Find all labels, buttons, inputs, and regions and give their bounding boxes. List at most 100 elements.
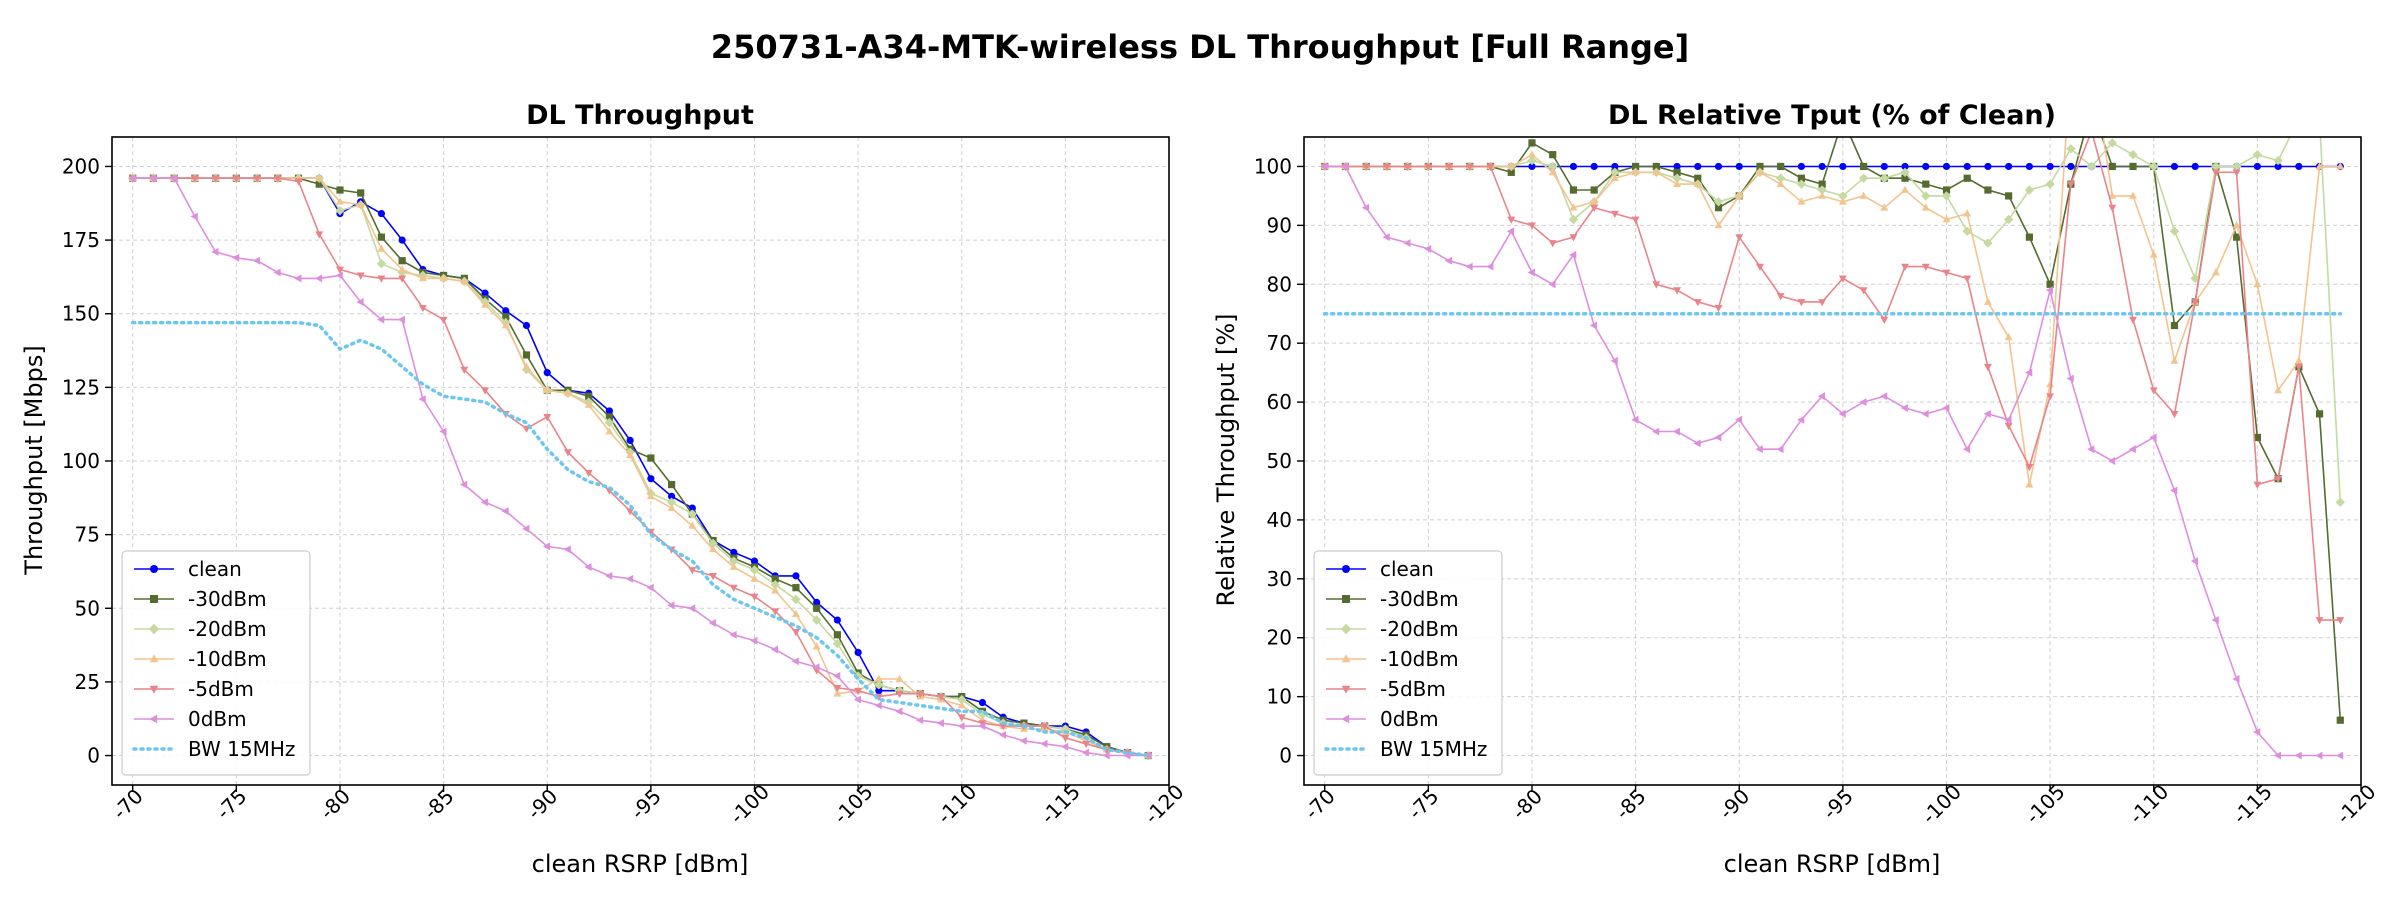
data-point bbox=[1673, 162, 1681, 171]
data-point bbox=[791, 609, 800, 618]
data-point bbox=[854, 687, 863, 696]
data-point bbox=[1569, 203, 1578, 211]
data-point bbox=[2253, 481, 2262, 489]
data-point bbox=[1528, 150, 1536, 158]
data-point bbox=[1589, 321, 1598, 330]
data-point bbox=[2046, 280, 2054, 288]
data-point bbox=[750, 636, 758, 645]
data-point bbox=[2149, 387, 2158, 395]
data-point bbox=[1963, 162, 1971, 171]
data-point bbox=[2273, 155, 2283, 166]
data-point bbox=[584, 400, 593, 408]
data-point bbox=[522, 362, 531, 370]
data-point bbox=[2253, 279, 2262, 288]
data-point bbox=[521, 365, 532, 375]
data-point bbox=[148, 623, 160, 635]
data-point bbox=[854, 648, 862, 657]
data-point bbox=[1963, 174, 1971, 182]
data-point bbox=[1942, 404, 1950, 412]
data-point bbox=[2067, 162, 2075, 171]
data-point bbox=[1652, 281, 1661, 289]
y-tick-label: 25 bbox=[75, 670, 100, 694]
panel-title: DL Relative Tput (% of Clean) bbox=[1608, 100, 2056, 131]
legend-label: -30dBm bbox=[1380, 587, 1459, 611]
data-point bbox=[833, 631, 841, 639]
data-point bbox=[1673, 168, 1681, 176]
data-point bbox=[150, 565, 158, 573]
data-point bbox=[398, 265, 407, 273]
data-point bbox=[791, 628, 800, 637]
data-point bbox=[1424, 244, 1432, 253]
data-point bbox=[646, 583, 654, 592]
data-point bbox=[1859, 287, 1868, 295]
data-point bbox=[1019, 736, 1027, 745]
data-point bbox=[2025, 464, 2034, 472]
data-point bbox=[356, 272, 365, 280]
legend-label: -20dBm bbox=[1380, 617, 1459, 641]
data-point bbox=[1922, 162, 1930, 171]
data-point bbox=[2295, 162, 2303, 171]
data-point bbox=[480, 498, 488, 507]
data-point bbox=[750, 574, 759, 582]
data-point bbox=[937, 693, 945, 701]
data-point bbox=[2253, 162, 2261, 171]
data-point bbox=[2046, 393, 2055, 401]
data-point bbox=[1817, 185, 1827, 195]
y-tick-label: 80 bbox=[1267, 272, 1292, 296]
data-point bbox=[709, 572, 717, 581]
data-point bbox=[1693, 299, 1702, 307]
y-tick-label: 0 bbox=[87, 744, 100, 768]
series-line bbox=[1324, 137, 2341, 485]
data-point bbox=[2129, 316, 2137, 324]
data-point bbox=[1673, 287, 1682, 295]
data-point bbox=[2107, 138, 2117, 148]
data-point bbox=[1652, 168, 1661, 176]
data-point bbox=[833, 672, 841, 680]
data-point bbox=[1341, 162, 1349, 171]
data-point bbox=[1921, 409, 1929, 418]
data-point bbox=[750, 557, 759, 565]
data-point bbox=[687, 604, 696, 613]
legend-label: BW 15MHz bbox=[188, 737, 295, 761]
data-point bbox=[1342, 595, 1350, 603]
data-point bbox=[2045, 286, 2053, 295]
data-point bbox=[833, 689, 842, 697]
data-point bbox=[2274, 162, 2282, 171]
data-point bbox=[895, 690, 904, 699]
data-point bbox=[1776, 445, 1784, 454]
data-point bbox=[377, 244, 386, 252]
data-point bbox=[1859, 191, 1868, 199]
data-point bbox=[2232, 675, 2240, 683]
data-point bbox=[2274, 385, 2283, 394]
data-point bbox=[376, 258, 387, 269]
x-tick-label: -70 bbox=[108, 784, 148, 824]
data-point bbox=[1672, 427, 1680, 436]
data-point bbox=[1983, 363, 1992, 372]
data-point bbox=[1713, 197, 1724, 207]
data-point bbox=[2273, 751, 2281, 760]
data-point bbox=[1942, 162, 1951, 171]
data-point bbox=[1672, 173, 1682, 183]
data-point bbox=[460, 277, 469, 285]
y-tick-label: 40 bbox=[1267, 508, 1292, 532]
data-point bbox=[460, 480, 468, 489]
data-point bbox=[2335, 751, 2344, 760]
data-point bbox=[1548, 280, 1556, 289]
data-point bbox=[2232, 169, 2241, 177]
data-point bbox=[1818, 191, 1827, 199]
y-tick-label: 125 bbox=[62, 375, 100, 399]
x-tick-label: -120 bbox=[1140, 780, 1189, 829]
data-point bbox=[418, 395, 426, 404]
x-tick-label: -95 bbox=[626, 784, 666, 824]
data-point bbox=[2004, 332, 2013, 341]
data-point bbox=[2149, 433, 2157, 442]
data-point bbox=[2066, 144, 2076, 154]
data-point bbox=[439, 274, 448, 282]
x-tick-label: -105 bbox=[2021, 780, 2070, 829]
data-point bbox=[2315, 115, 2324, 124]
data-point bbox=[750, 593, 759, 601]
data-point bbox=[585, 392, 593, 400]
data-point bbox=[315, 173, 324, 182]
data-point bbox=[604, 418, 615, 428]
data-point bbox=[1880, 162, 1888, 171]
